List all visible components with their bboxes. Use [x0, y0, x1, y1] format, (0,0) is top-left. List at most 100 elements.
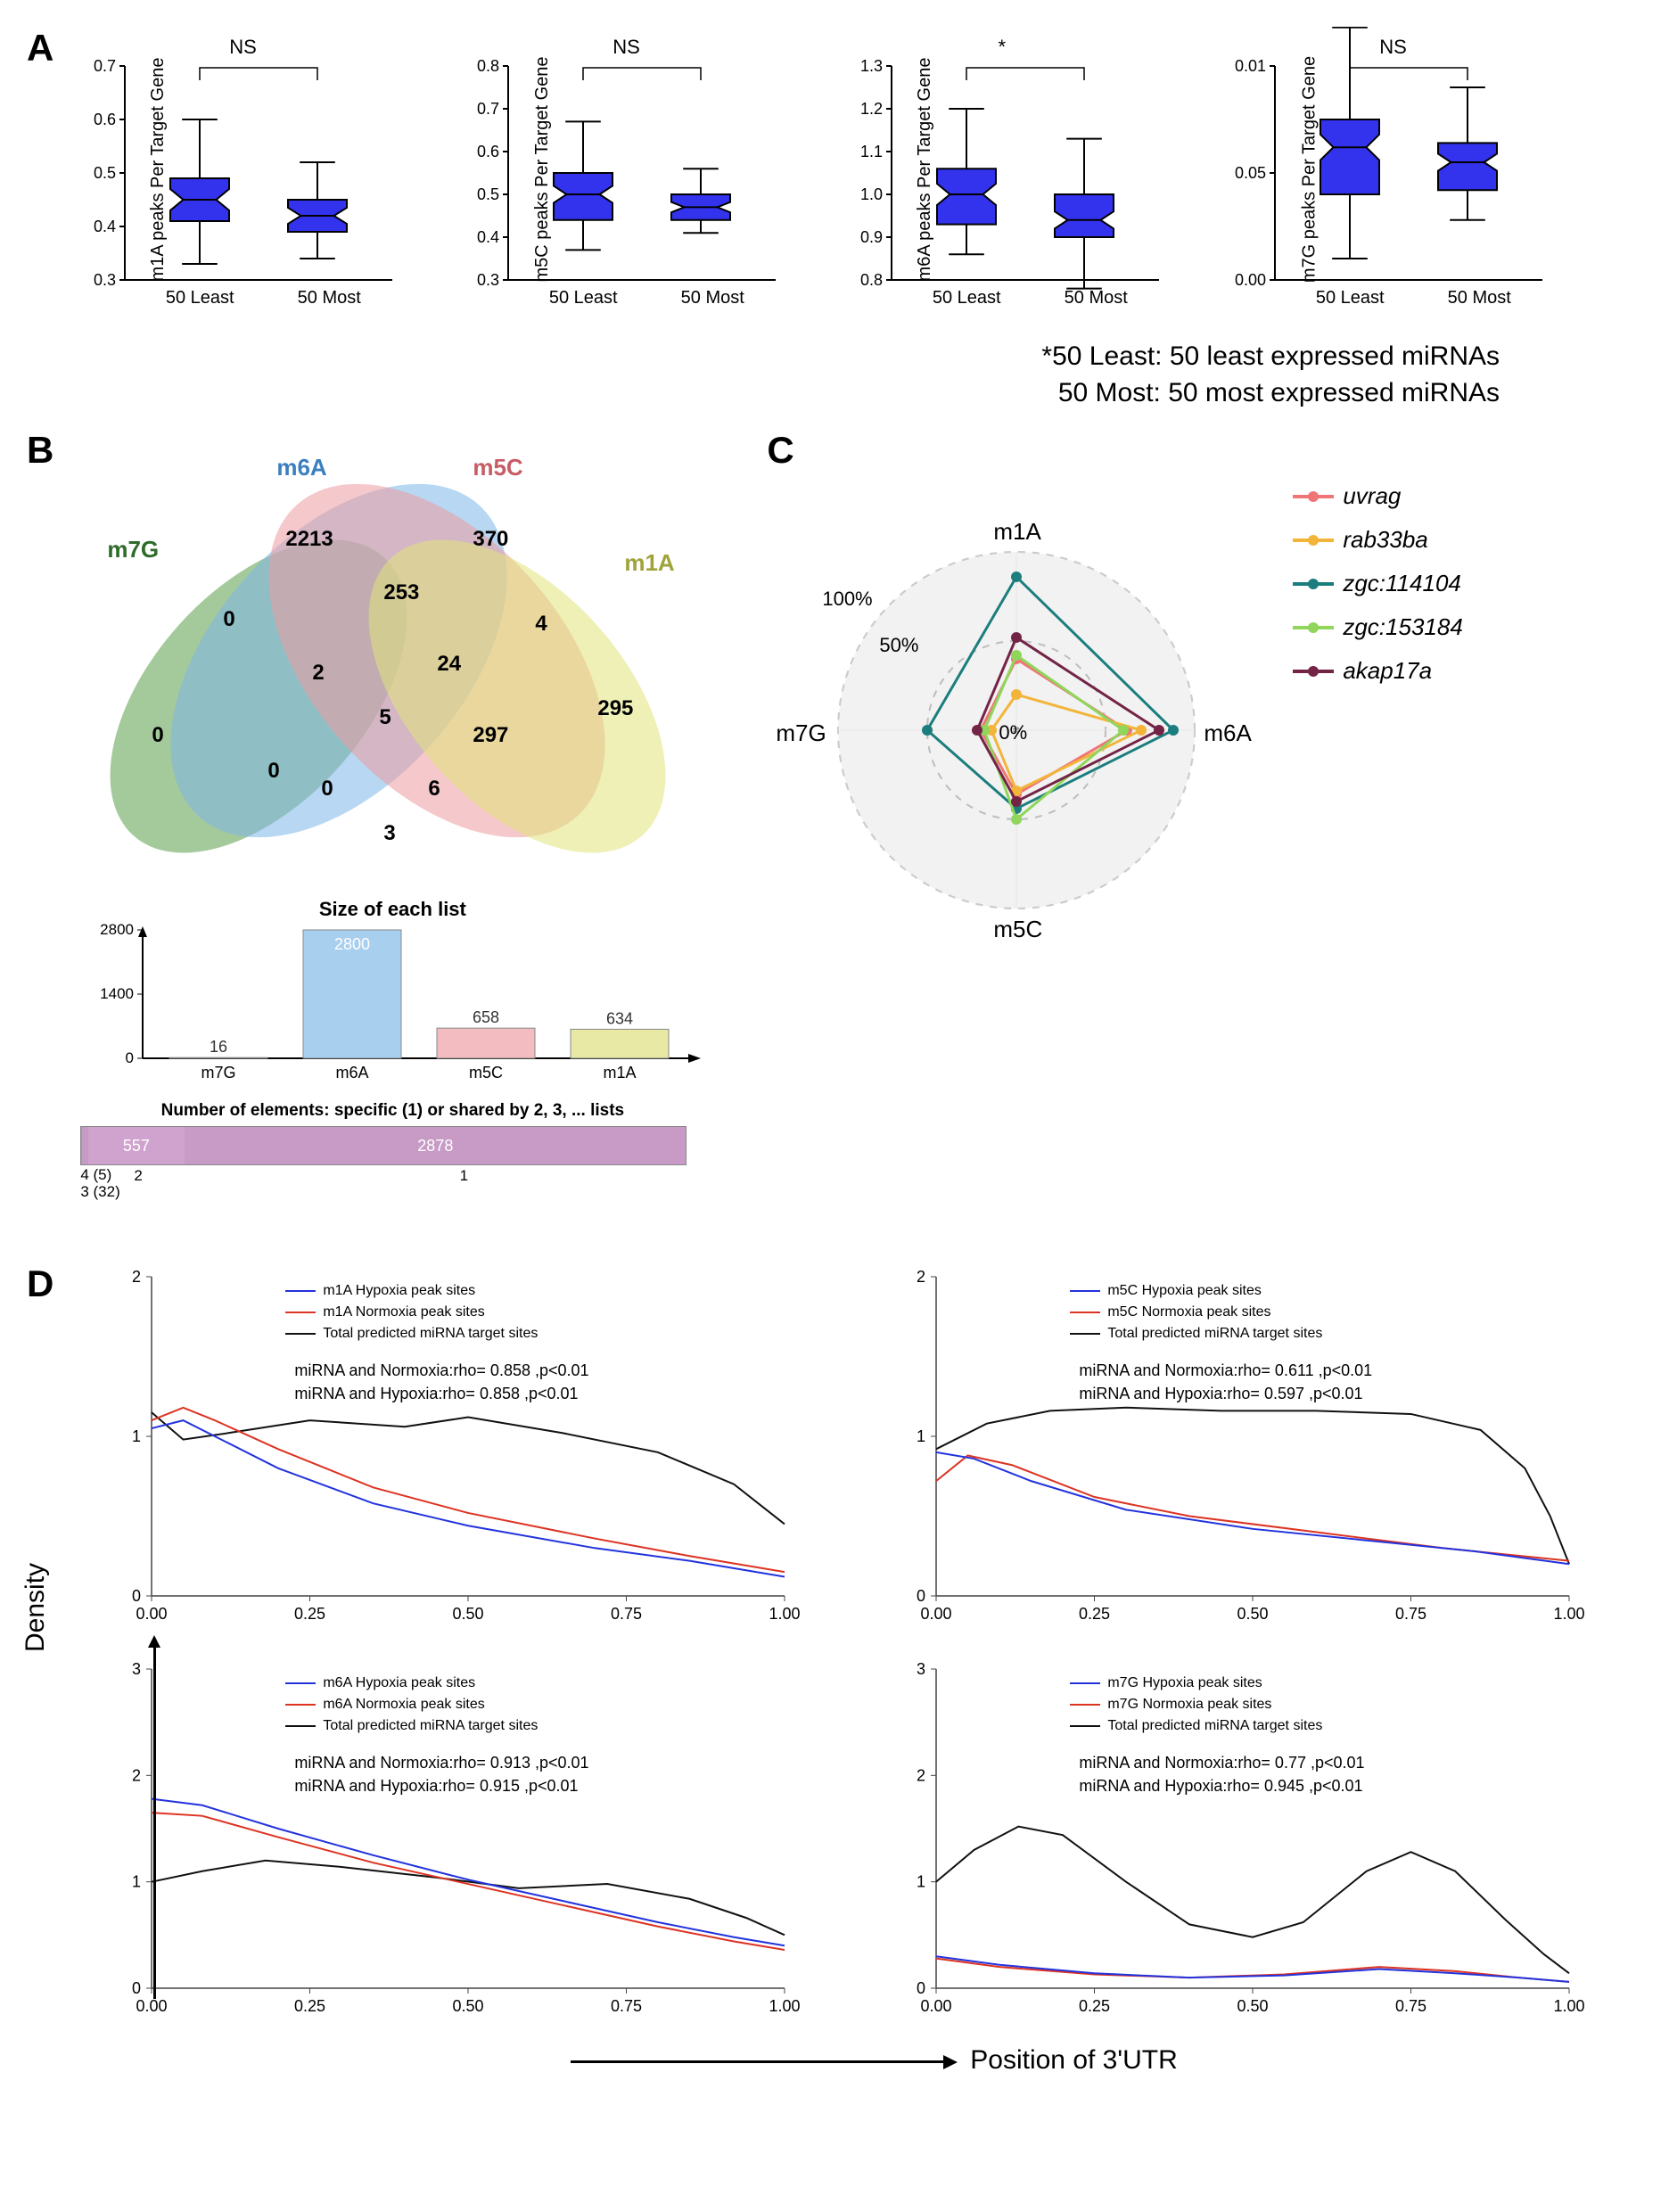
boxplot-1: m5C peaks Per Target GeneNS0.30.40.50.60… [437, 27, 793, 312]
venn-count-m7G_m5C: 0 [267, 759, 279, 784]
boxplot-ylabel: m5C peaks Per Target Gene [532, 56, 553, 282]
svg-text:0.05: 0.05 [1235, 164, 1266, 182]
svg-text:1.3: 1.3 [860, 57, 883, 75]
svg-text:0.50: 0.50 [453, 1997, 484, 2015]
shared-ticks: 4 (5)3 (32)21 [80, 1167, 731, 1200]
panel-b: m7Gm6Am5Cm1A022133702950253430297224065 … [53, 429, 731, 1200]
density-ylabel: Density [21, 1563, 51, 1652]
boxplot-xlabel: 50 Least [933, 288, 1001, 308]
svg-text:0.75: 0.75 [1395, 1605, 1426, 1623]
svg-text:0: 0 [132, 1979, 141, 1997]
svg-text:0.00: 0.00 [136, 1997, 168, 2015]
size-bars-chart: 01400280016m7G2800m6A658m5C634m1A [80, 921, 704, 1090]
svg-text:1.00: 1.00 [769, 1605, 801, 1623]
boxplot-0: m1A peaks Per Target GeneNS0.30.40.50.60… [53, 27, 410, 312]
svg-text:0.4: 0.4 [477, 228, 499, 246]
radar-ring-label: 100% [822, 588, 872, 611]
venn-count-m6A_m5C: 253 [383, 580, 419, 605]
density-xlabel-text: Position of 3'UTR [970, 2045, 1178, 2075]
density-m5C: 0120.000.250.500.751.00m5C Hypoxia peak … [874, 1262, 1587, 1637]
radar-legend-item: akap17a [1293, 657, 1462, 685]
venn-set-label-m1A: m1A [624, 549, 674, 577]
panel-d-label: D [27, 1262, 53, 1305]
radar-legend: uvragrab33bazgc:114104zgc:153184akap17a [1293, 482, 1462, 685]
svg-text:0.50: 0.50 [1237, 1605, 1269, 1623]
svg-text:1400: 1400 [101, 985, 135, 1002]
panel-d: D Density 0120.000.250.500.751.00m1A Hyp… [27, 1262, 1642, 2076]
boxplot-significance: * [998, 36, 1006, 59]
svg-text:2800: 2800 [101, 921, 135, 938]
svg-text:0.75: 0.75 [611, 1997, 642, 2015]
panel-bc-row: B m7Gm6Am5Cm1A02213370295025343029722406… [27, 429, 1642, 1200]
density-stats: miRNA and Normoxia:rho= 0.611 ,p<0.01miR… [1079, 1359, 1372, 1405]
venn-count-m5C_only: 370 [473, 527, 508, 552]
svg-text:2800: 2800 [334, 935, 370, 953]
shared-segment: 2878 [185, 1127, 686, 1164]
shared-bar: 5572878 [80, 1126, 687, 1165]
boxplot-2: m6A peaks Per Target Gene*0.80.91.01.11.… [820, 27, 1177, 312]
svg-text:0.4: 0.4 [94, 218, 116, 235]
venn-count-m6A_only: 2213 [285, 527, 333, 552]
svg-text:1: 1 [917, 1873, 925, 1891]
boxplot-xlabel: 50 Least [1316, 288, 1385, 308]
svg-text:1.2: 1.2 [860, 100, 883, 118]
venn-set-label-m6A: m6A [276, 454, 326, 481]
svg-text:0.01: 0.01 [1235, 57, 1266, 75]
svg-text:0: 0 [132, 1587, 141, 1605]
legend-note: *50 Least: 50 least expressed miRNAs 50 … [27, 339, 1642, 411]
svg-text:1.00: 1.00 [1554, 1997, 1585, 2015]
svg-text:0.25: 0.25 [1079, 1605, 1110, 1623]
venn-count-m7G_only: 0 [152, 723, 163, 748]
venn-count-m7G_m6A: 0 [223, 607, 234, 632]
svg-text:0.00: 0.00 [921, 1997, 952, 2015]
radar-legend-item: uvrag [1293, 482, 1462, 510]
venn-count-m5C_m1A: 4 [535, 612, 547, 637]
svg-text:0.00: 0.00 [1235, 271, 1266, 289]
svg-text:658: 658 [473, 1008, 499, 1026]
svg-text:0.7: 0.7 [477, 100, 499, 118]
venn-count-m1A_only: 295 [597, 696, 633, 721]
density-m6A: 01230.000.250.500.751.00m6A Hypoxia peak… [89, 1655, 802, 2029]
svg-text:1.0: 1.0 [860, 185, 883, 203]
shared-bar-title: Number of elements: specific (1) or shar… [53, 1101, 731, 1121]
venn-count-all4: 5 [379, 705, 391, 730]
venn-count-m7G_m6A_m5C: 2 [312, 661, 324, 686]
shared-tick: 1 [196, 1167, 731, 1200]
legend-note-line2: 50 Most: 50 most expressed miRNAs [27, 375, 1500, 412]
svg-text:0.75: 0.75 [1395, 1997, 1426, 2015]
venn-count-m6A_m1A: 297 [473, 723, 508, 748]
svg-text:0.9: 0.9 [860, 228, 883, 246]
svg-text:0.25: 0.25 [294, 1605, 325, 1623]
radar-ring-label: 0% [999, 721, 1027, 744]
venn-count-m7G_m1A: 3 [383, 821, 395, 846]
density-legend: m1A Hypoxia peak sitesm1A Normoxia peak … [285, 1280, 538, 1344]
svg-text:1.00: 1.00 [1554, 1605, 1585, 1623]
radar-ring-label: 50% [879, 634, 918, 657]
radar-axis-m5C: m5C [993, 916, 1042, 943]
panel-c: C m1Am6Am5Cm7G0%50%100% uvragrab33bazgc:… [767, 429, 1642, 980]
boxplot-significance: NS [613, 36, 640, 59]
density-stats: miRNA and Normoxia:rho= 0.77 ,p<0.01miRN… [1079, 1751, 1364, 1797]
svg-text:634: 634 [606, 1009, 633, 1027]
svg-text:m5C: m5C [469, 1064, 503, 1081]
svg-text:0.3: 0.3 [94, 271, 116, 289]
svg-text:0: 0 [917, 1587, 925, 1605]
legend-note-line1: *50 Least: 50 least expressed miRNAs [27, 339, 1500, 375]
boxplot-xlabel: 50 Least [166, 288, 234, 308]
svg-text:0.00: 0.00 [136, 1605, 168, 1623]
svg-text:0.00: 0.00 [921, 1605, 952, 1623]
density-m1A: 0120.000.250.500.751.00m1A Hypoxia peak … [89, 1262, 802, 1637]
radar-legend-item: rab33ba [1293, 526, 1462, 554]
svg-text:0.50: 0.50 [1237, 1997, 1269, 2015]
boxplot-xlabel: 50 Most [1448, 288, 1511, 308]
svg-text:1: 1 [917, 1427, 925, 1445]
radar-axis-m7G: m7G [776, 720, 826, 747]
svg-text:0.25: 0.25 [1079, 1997, 1110, 2015]
density-stats: miRNA and Normoxia:rho= 0.913 ,p<0.01miR… [294, 1751, 588, 1797]
svg-text:0.6: 0.6 [94, 111, 116, 128]
radar-legend-item: zgc:114104 [1293, 570, 1462, 597]
density-stats: miRNA and Normoxia:rho= 0.858 ,p<0.01miR… [294, 1359, 588, 1405]
svg-text:0: 0 [917, 1979, 925, 1997]
boxplot-xlabel: 50 Least [549, 288, 618, 308]
boxplot-xlabel: 50 Most [1065, 288, 1128, 308]
